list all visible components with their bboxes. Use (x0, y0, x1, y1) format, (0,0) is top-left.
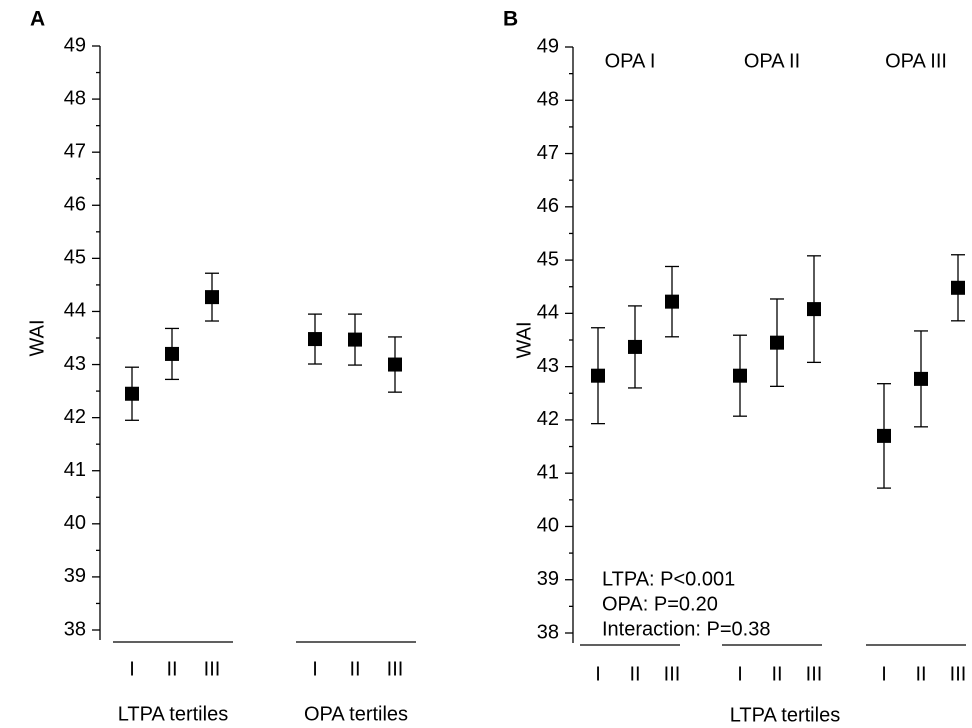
marker (914, 371, 928, 386)
marker (951, 280, 965, 295)
y-tick-label: 46 (537, 195, 559, 217)
marker (591, 368, 605, 383)
y-axis-label: WAI (26, 319, 48, 356)
marker (348, 332, 362, 347)
x-tick-label: III (387, 658, 404, 680)
y-axis-label: WAI (513, 321, 535, 358)
x-tick-label: I (881, 663, 887, 685)
y-tick-label: 48 (64, 87, 86, 109)
y-tick-label: 38 (64, 618, 86, 640)
panel-label: A (30, 8, 45, 31)
y-tick-label: 44 (537, 302, 559, 324)
y-tick-label: 40 (64, 512, 86, 534)
marker (205, 290, 219, 305)
group-label: OPA II (744, 50, 800, 72)
marker (877, 428, 891, 443)
x-tick-label: I (312, 658, 318, 680)
x-tick-label: III (806, 663, 823, 685)
marker (125, 386, 139, 401)
y-tick-label: 42 (537, 408, 559, 430)
group-label: OPA tertiles (304, 703, 408, 725)
marker (733, 368, 747, 383)
x-tick-label: III (950, 663, 967, 685)
y-tick-label: 43 (537, 355, 559, 377)
x-tick-label: II (771, 663, 782, 685)
group-label: OPA I (605, 50, 656, 72)
y-tick-label: 41 (64, 459, 86, 481)
marker (308, 332, 322, 347)
marker (165, 346, 179, 361)
x-tick-label: I (595, 663, 601, 685)
group-label: LTPA tertiles (118, 703, 228, 725)
y-tick-label: 42 (64, 406, 86, 428)
annotation: Interaction: P=0.38 (602, 618, 770, 640)
x-tick-label: III (204, 658, 221, 680)
marker (770, 335, 784, 350)
y-tick-label: 46 (64, 194, 86, 216)
y-tick-label: 39 (64, 565, 86, 587)
y-tick-label: 39 (537, 568, 559, 590)
y-tick-label: 45 (64, 247, 86, 269)
x-tick-label: I (129, 658, 135, 680)
marker (628, 339, 642, 354)
x-tick-label: II (629, 663, 640, 685)
x-tick-label: II (349, 658, 360, 680)
marker (665, 294, 679, 309)
annotation: OPA: P=0.20 (602, 593, 718, 615)
panel-label: B (503, 8, 518, 31)
y-tick-label: 43 (64, 353, 86, 375)
group-label: OPA III (885, 50, 947, 72)
marker (807, 302, 821, 317)
y-tick-label: 40 (537, 515, 559, 537)
x-tick-label: II (166, 658, 177, 680)
x-tick-label: III (664, 663, 681, 685)
y-tick-label: 38 (537, 621, 559, 643)
annotation: LTPA: P<0.001 (602, 568, 735, 590)
y-tick-label: 49 (64, 34, 86, 56)
y-tick-label: 41 (537, 461, 559, 483)
y-tick-label: 49 (537, 35, 559, 57)
x-tick-label: I (737, 663, 743, 685)
y-tick-label: 47 (537, 142, 559, 164)
y-tick-label: 44 (64, 300, 86, 322)
y-tick-label: 45 (537, 248, 559, 270)
marker (388, 357, 402, 372)
x-axis-label: LTPA tertiles (730, 704, 840, 726)
x-tick-label: II (915, 663, 926, 685)
y-tick-label: 48 (537, 89, 559, 111)
y-tick-label: 47 (64, 140, 86, 162)
